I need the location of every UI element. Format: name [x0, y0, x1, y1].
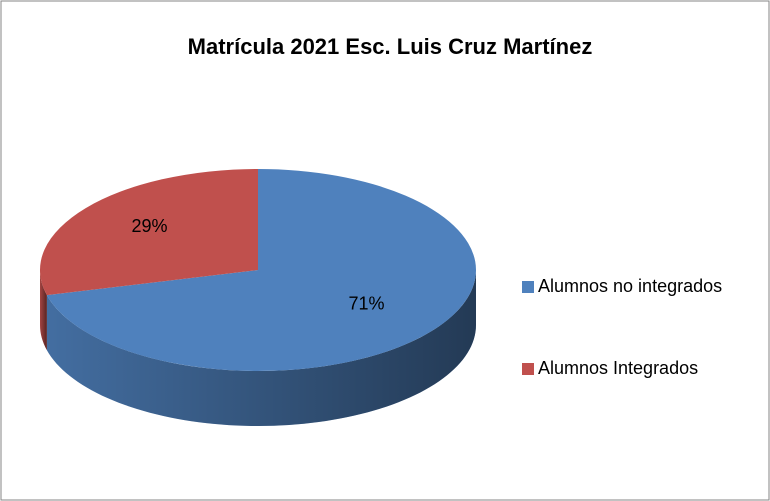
slice — [46, 169, 477, 371]
chart-title: Matrícula 2021 Esc. Luis Cruz Martínez — [188, 34, 593, 59]
legend-label: Alumnos no integrados — [538, 276, 722, 296]
legend-swatch — [522, 363, 534, 375]
legend-label: Alumnos Integrados — [538, 358, 698, 378]
slice-side-shade — [40, 270, 47, 351]
slice-side-shade — [46, 270, 476, 426]
data-label: 71% — [349, 294, 385, 314]
legend-swatch — [522, 281, 534, 293]
slice — [39, 169, 258, 296]
data-label: 29% — [131, 216, 167, 236]
